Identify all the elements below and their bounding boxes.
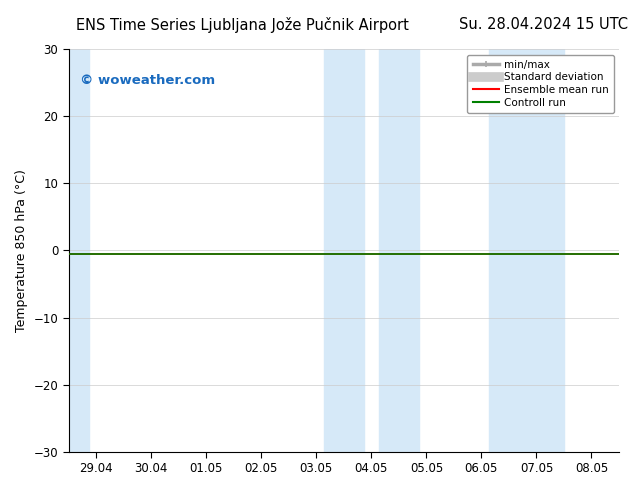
Bar xyxy=(378,49,419,452)
Bar xyxy=(489,49,564,452)
Bar xyxy=(68,49,89,452)
Bar xyxy=(323,49,364,452)
Legend: min/max, Standard deviation, Ensemble mean run, Controll run: min/max, Standard deviation, Ensemble me… xyxy=(467,54,614,113)
Text: Su. 28.04.2024 15 UTC: Su. 28.04.2024 15 UTC xyxy=(458,17,628,32)
Text: ENS Time Series Ljubljana Jože Pučnik Airport: ENS Time Series Ljubljana Jože Pučnik Ai… xyxy=(76,17,409,33)
Y-axis label: Temperature 850 hPa (°C): Temperature 850 hPa (°C) xyxy=(15,169,28,332)
Text: © woweather.com: © woweather.com xyxy=(80,74,215,87)
